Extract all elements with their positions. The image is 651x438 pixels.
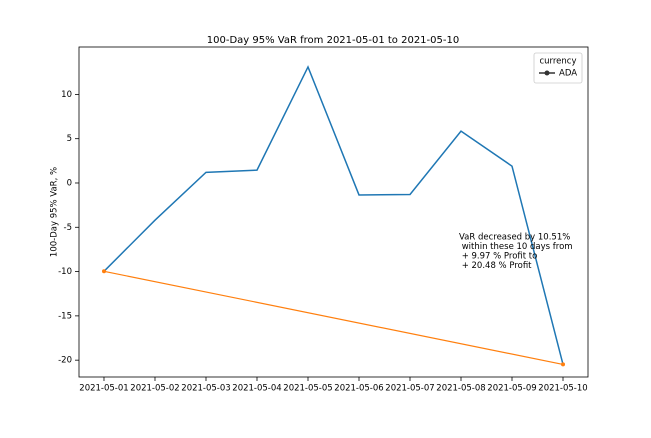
legend-label: ADA xyxy=(559,69,577,79)
x-tick-label: 2021-05-06 xyxy=(334,384,383,394)
y-tick-label: 5 xyxy=(67,134,72,144)
annotation: within these 10 days from xyxy=(459,242,573,252)
plot-frame xyxy=(78,46,589,378)
trend-marker xyxy=(561,362,566,367)
x-tick-label: 2021-05-10 xyxy=(538,384,587,394)
x-tick-label: 2021-05-02 xyxy=(130,384,179,394)
annotation: + 20.48 % Profit xyxy=(459,261,532,271)
x-tick-label: 2021-05-04 xyxy=(232,384,281,394)
annotation: VaR decreased by 10.51% xyxy=(459,233,570,243)
y-tick-label: -5 xyxy=(64,223,72,233)
y-tick-label: -20 xyxy=(58,356,72,366)
y-tick-label: 0 xyxy=(67,178,72,188)
x-tick-label: 2021-05-05 xyxy=(283,384,332,394)
trend-line xyxy=(103,270,564,366)
y-tick-label: 10 xyxy=(61,90,72,100)
trend-marker xyxy=(101,269,106,274)
legend-title: currency xyxy=(539,57,576,67)
legend-marker xyxy=(544,70,550,76)
x-tick-label: 2021-05-03 xyxy=(181,384,230,394)
y-axis-label: 100-Day 95% VaR, % xyxy=(50,167,60,257)
legend-box xyxy=(533,52,583,84)
x-tick-label: 2021-05-09 xyxy=(487,384,536,394)
chart-title: 100-Day 95% VaR from 2021-05-01 to 2021-… xyxy=(207,35,459,46)
x-tick-label: 2021-05-07 xyxy=(385,384,434,394)
y-tick-label: -15 xyxy=(58,311,72,321)
x-tick-label: 2021-05-08 xyxy=(436,384,485,394)
annotation: + 9.97 % Profit to xyxy=(459,252,537,262)
data-line xyxy=(103,65,564,365)
x-tick-label: 2021-05-01 xyxy=(79,384,128,394)
y-tick-label: -10 xyxy=(58,267,72,277)
